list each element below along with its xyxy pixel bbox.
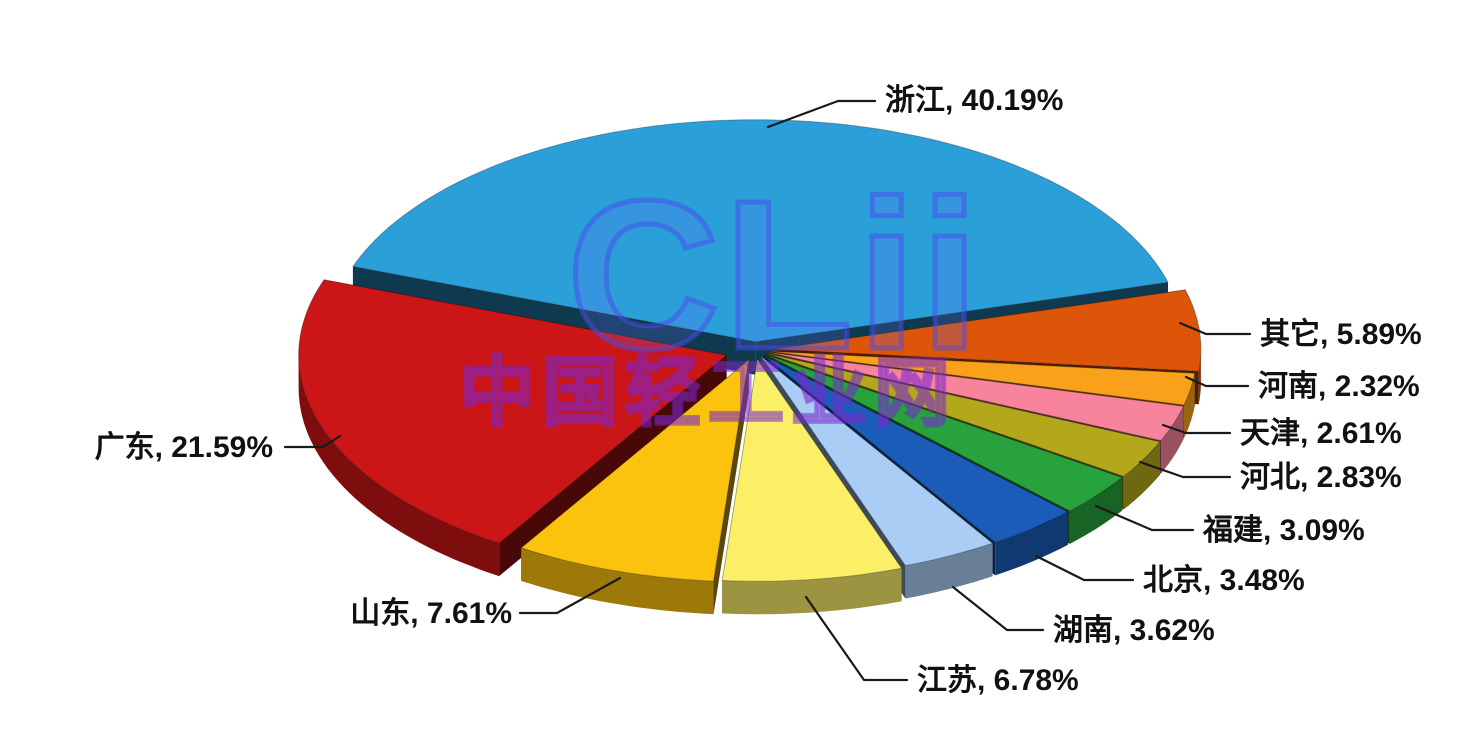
slice-label-江苏: 江苏, 6.78%	[917, 664, 1079, 697]
pie-slice-5-rim	[1069, 477, 1123, 544]
leader-line-广东	[283, 434, 342, 449]
pie-slice-7	[760, 356, 994, 567]
slice-label-山东: 山东, 7.61%	[350, 596, 512, 630]
pie-slice-3-rim	[1161, 406, 1184, 474]
pie-slice-7-rim	[905, 543, 993, 599]
slice-label-其它: 其它, 5.89%	[1260, 317, 1422, 351]
leader-line-江苏	[804, 595, 909, 682]
pie-slice-8-rim	[722, 568, 902, 615]
pie-slice-6-rim	[995, 511, 1068, 576]
pie-slice-4	[767, 353, 1161, 477]
leader-line-浙江	[766, 99, 877, 129]
pie-slice-3	[768, 351, 1185, 442]
slice-label-福建: 福建, 3.09%	[1202, 514, 1365, 547]
slice-label-广东: 广东, 21.59%	[95, 430, 273, 464]
pie-slice-9-rim	[521, 547, 714, 615]
leader-line-其它	[1178, 321, 1252, 336]
slice-label-湖南: 湖南, 3.62%	[1053, 614, 1215, 647]
pie-slice-10-rim	[298, 353, 500, 577]
pie-slice-2	[768, 350, 1196, 406]
slice-label-天津: 天津, 2.61%	[1240, 417, 1402, 450]
pie-slice-1-rim	[1198, 349, 1201, 405]
pie-slice-10	[298, 279, 728, 544]
leader-line-湖南	[951, 585, 1045, 632]
pie-slice-9	[520, 358, 750, 582]
leader-line-河北	[1138, 460, 1232, 479]
slice-label-河北: 河北, 2.83%	[1240, 461, 1402, 494]
pie-slice-8	[721, 357, 903, 582]
pie-slice-2-rim	[1184, 373, 1195, 439]
slice-label-浙江: 浙江, 40.19%	[885, 84, 1063, 117]
pie-slice-0	[352, 119, 1169, 343]
slice-label-北京: 北京, 3.48%	[1143, 563, 1305, 597]
leader-line-北京	[1034, 554, 1135, 582]
leader-line-天津	[1161, 423, 1232, 435]
pie-slice-5	[765, 354, 1124, 512]
pie-slice-4-rim	[1123, 441, 1160, 510]
pie-slice-9-cut-face	[713, 359, 749, 615]
leader-line-山东	[518, 576, 622, 615]
pie-slice-6	[763, 355, 1069, 543]
leader-line-河南	[1184, 375, 1250, 388]
slice-label-河南: 河南, 2.32%	[1258, 370, 1420, 403]
leader-line-福建	[1094, 504, 1195, 532]
